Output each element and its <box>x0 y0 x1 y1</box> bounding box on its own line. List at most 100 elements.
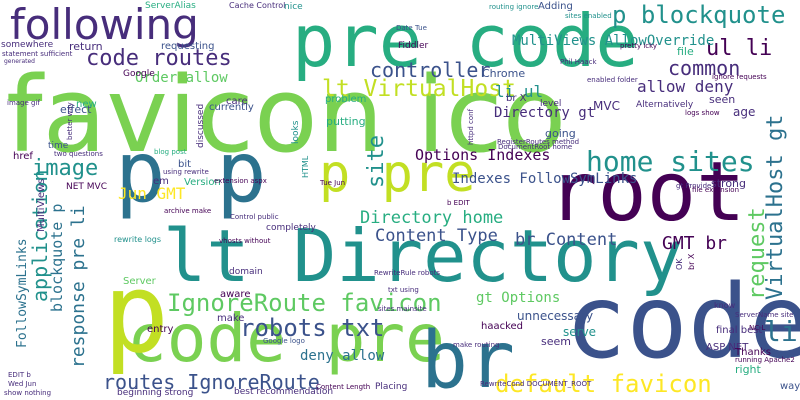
word: p pre <box>319 144 476 204</box>
word: Server <box>123 276 156 287</box>
word: care <box>226 96 248 107</box>
word: VirtualHost gt <box>763 114 788 300</box>
word: deny allow <box>300 348 385 364</box>
word: li ul <box>495 82 544 101</box>
word: Chrome <box>482 67 526 80</box>
word: best recommendation <box>234 387 334 397</box>
word: home sites <box>586 145 755 178</box>
word: using rewrite <box>163 168 209 176</box>
word: allow deny <box>637 77 734 96</box>
word: aware <box>220 289 251 300</box>
word: GMT br <box>662 233 728 254</box>
word: br Content <box>515 230 618 250</box>
word: Options Indexes <box>415 146 551 164</box>
word: sites mainsite <box>378 305 427 313</box>
word: Alternatively <box>636 100 694 110</box>
word: know <box>714 301 736 310</box>
word: MultiViews <box>36 178 47 232</box>
word: IgnoreRoute favicon <box>167 289 442 317</box>
word: following <box>10 0 199 49</box>
word: gt Provide <box>676 182 712 190</box>
word: entry <box>147 324 174 335</box>
word: generated <box>4 58 35 65</box>
word: p p <box>115 123 267 221</box>
word: code <box>565 263 800 382</box>
word: ul li <box>706 36 773 61</box>
word: MultiViews AllowOverride <box>512 33 715 49</box>
word: routes IgnoreRoute <box>103 370 320 394</box>
word: ServerAlias <box>145 1 196 11</box>
word: em <box>153 176 169 187</box>
word: putting <box>326 115 366 128</box>
word: Placing <box>375 382 408 392</box>
word: requesting <box>161 41 215 52</box>
word: Cache Control <box>229 1 286 10</box>
word: DocumentRoot home <box>498 143 573 151</box>
word: httpd conf <box>467 108 475 145</box>
word: Fiddler <box>398 41 429 51</box>
word: response pre li <box>68 205 89 368</box>
word: problem <box>325 94 367 105</box>
word: file <box>677 45 694 58</box>
word: seen <box>709 93 736 106</box>
word: final best <box>716 325 763 336</box>
word: currently <box>209 102 254 113</box>
word: file extension <box>692 186 740 194</box>
word: new <box>76 99 97 110</box>
word: domain <box>229 267 263 277</box>
word: bit <box>178 159 192 170</box>
word: Directory home <box>360 208 504 228</box>
word: common <box>668 56 741 80</box>
word: blog post <box>154 148 187 156</box>
word: Content Type <box>375 226 498 246</box>
word: extension aspx <box>214 177 267 185</box>
word: make routing <box>453 341 500 349</box>
word: HTML <box>301 155 310 178</box>
word: code pre <box>127 300 445 377</box>
word: br X <box>506 93 527 104</box>
word: Phil Haack <box>560 58 597 66</box>
word: ASP NET <box>706 342 749 353</box>
word: NC L <box>749 324 766 332</box>
word: unnecessary <box>517 309 594 323</box>
word: br X <box>687 253 696 270</box>
word: NET MVC <box>66 182 107 192</box>
word: ServerName site <box>735 311 794 319</box>
word: RewriteCond DOCUMENT_ROOT <box>480 380 592 388</box>
word: sites enabled <box>565 12 612 20</box>
word: txt using <box>388 286 419 294</box>
word: beginning strong <box>117 388 194 398</box>
word: Order allow <box>135 70 228 86</box>
word: li <box>764 315 798 348</box>
word: controller <box>370 58 491 82</box>
word: Tue Jun <box>320 179 346 187</box>
word: robots txt <box>240 314 385 342</box>
word: age <box>733 105 756 119</box>
word: p blockquote <box>612 1 786 29</box>
word: effect <box>60 103 92 116</box>
word: gt Options <box>476 290 561 306</box>
word: href <box>13 151 33 162</box>
word: lt Directory <box>163 214 684 298</box>
word: statement sufficient <box>2 50 73 58</box>
word: logs show <box>685 109 720 117</box>
word: Google logo <box>263 337 305 345</box>
word: Indexes FollowSymLinks <box>452 171 638 187</box>
word: pre code <box>292 0 639 83</box>
word: favicon ico <box>6 54 567 176</box>
word: way <box>780 381 800 392</box>
word: site <box>364 135 389 188</box>
word: enabled folder <box>587 76 638 84</box>
word: default favicon <box>495 370 712 398</box>
word: looks <box>291 120 301 144</box>
word: br <box>421 316 515 400</box>
word: level <box>540 99 562 109</box>
word: pretty icky <box>620 42 658 50</box>
word: Google <box>123 69 155 79</box>
word: archive make <box>164 207 212 215</box>
word: seem <box>541 335 571 348</box>
word: EDIT b <box>8 371 31 379</box>
word: somewhere <box>1 40 54 50</box>
word: better way <box>66 102 74 140</box>
